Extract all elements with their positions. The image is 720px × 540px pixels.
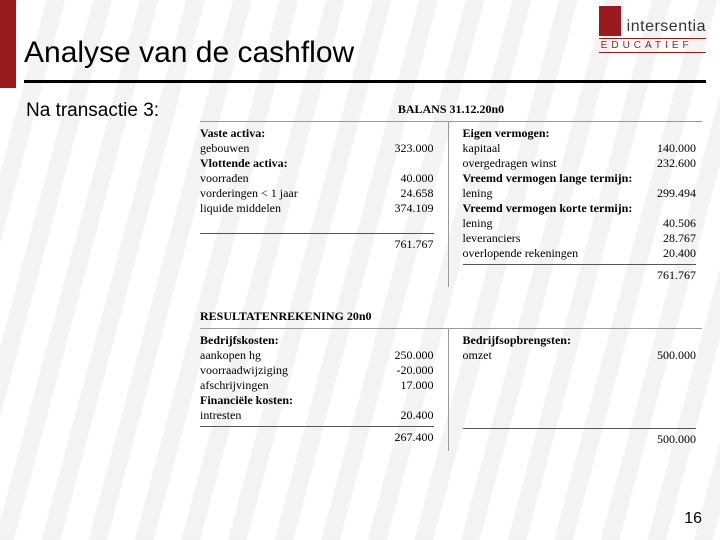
row-value: 20.400 <box>626 246 696 261</box>
long-liab-head: Vreemd vermogen lange termijn: <box>463 171 697 186</box>
row-label: vorderingen < 1 jaar <box>200 186 298 201</box>
page-title: Analyse van de cashflow <box>24 36 354 70</box>
left-accent-bar <box>0 0 16 88</box>
income-title: RESULTATENREKENING 20n0 <box>200 309 702 324</box>
row-value: 24.658 <box>364 186 434 201</box>
row-value: 374.109 <box>364 201 434 216</box>
logo-brand-text: intersentia <box>627 18 706 36</box>
row-label: gebouwen <box>200 141 249 156</box>
income-costs-col: Bedrijfskosten: aankopen hg 250.000 voor… <box>200 329 449 451</box>
revenue-total-row: 500.000 <box>463 428 697 447</box>
row-label: omzet <box>463 348 492 363</box>
row-value: -20.000 <box>364 363 434 378</box>
row-value: 761.767 <box>364 237 434 252</box>
asset-row: gebouwen 323.000 <box>200 141 434 156</box>
logo-block: intersentia EDUCATIEF <box>599 6 706 53</box>
row-value: 28.767 <box>626 231 696 246</box>
fixed-assets-head: Vaste activa: <box>200 126 434 141</box>
rev-row: omzet 500.000 <box>463 348 697 363</box>
row-label: kapitaal <box>463 141 501 156</box>
cost-row: afschrijvingen 17.000 <box>200 378 434 393</box>
balance-assets-col: Vaste activa: gebouwen 323.000 Vlottende… <box>200 122 449 287</box>
fin-costs-head: Financiële kosten: <box>200 393 434 408</box>
income-revenue-col: Bedrijfsopbrengsten: omzet 500.000 500.0… <box>449 329 703 451</box>
row-value: 500.000 <box>626 348 696 363</box>
row-label: afschrijvingen <box>200 378 269 393</box>
short-liab-head: Vreemd vermogen korte termijn: <box>463 201 697 216</box>
balance-liabilities-col: Eigen vermogen: kapitaal 140.000 overged… <box>449 122 703 287</box>
row-value: 20.400 <box>364 408 434 423</box>
asset-row: vorderingen < 1 jaar 24.658 <box>200 186 434 201</box>
logo-sub-text: EDUCATIEF <box>599 38 706 53</box>
row-label: intresten <box>200 408 241 423</box>
balance-columns: Vaste activa: gebouwen 323.000 Vlottende… <box>200 121 702 287</box>
asset-row: voorraden 40.000 <box>200 171 434 186</box>
content-panel: BALANS 31.12.20n0 Vaste activa: gebouwen… <box>200 102 702 451</box>
liab-row: kapitaal 140.000 <box>463 141 697 156</box>
row-value: 761.767 <box>626 268 696 283</box>
op-revenue-head: Bedrijfsopbrengsten: <box>463 333 697 348</box>
asset-row: liquide middelen 374.109 <box>200 201 434 216</box>
row-label: lening <box>463 186 493 201</box>
current-assets-head: Vlottende activa: <box>200 156 434 171</box>
row-label: voorraden <box>200 171 249 186</box>
title-underline <box>24 80 706 83</box>
page-number: 16 <box>684 510 702 528</box>
cost-row: intresten 20.400 <box>200 408 434 423</box>
liab-total-row: 761.767 <box>463 264 697 283</box>
row-value: 232.600 <box>626 156 696 171</box>
income-columns: Bedrijfskosten: aankopen hg 250.000 voor… <box>200 328 702 451</box>
row-label: overgedragen winst <box>463 156 557 171</box>
logo-square-icon <box>599 6 621 36</box>
assets-total-row: 761.767 <box>200 233 434 252</box>
row-value: 140.000 <box>626 141 696 156</box>
liab-row: leveranciers 28.767 <box>463 231 697 246</box>
row-value: 323.000 <box>364 141 434 156</box>
subtitle: Na transactie 3: <box>26 100 159 122</box>
balance-title: BALANS 31.12.20n0 <box>200 102 702 117</box>
row-label: overlopende rekeningen <box>463 246 579 261</box>
row-value: 299.494 <box>626 186 696 201</box>
row-label: aankopen hg <box>200 348 261 363</box>
liab-row: lening 299.494 <box>463 186 697 201</box>
income-statement: RESULTATENREKENING 20n0 Bedrijfskosten: … <box>200 309 702 451</box>
op-costs-head: Bedrijfskosten: <box>200 333 434 348</box>
row-value: 500.000 <box>626 432 696 447</box>
liab-row: overlopende rekeningen 20.400 <box>463 246 697 261</box>
row-label: lening <box>463 216 493 231</box>
costs-total-row: 267.400 <box>200 426 434 445</box>
liab-row: lening 40.506 <box>463 216 697 231</box>
row-value: 267.400 <box>364 430 434 445</box>
liab-row: overgedragen winst 232.600 <box>463 156 697 171</box>
row-value: 17.000 <box>364 378 434 393</box>
row-label: voorraadwijziging <box>200 363 288 378</box>
row-label: leveranciers <box>463 231 521 246</box>
row-value: 40.000 <box>364 171 434 186</box>
row-value: 40.506 <box>626 216 696 231</box>
cost-row: aankopen hg 250.000 <box>200 348 434 363</box>
equity-head: Eigen vermogen: <box>463 126 697 141</box>
row-label: liquide middelen <box>200 201 281 216</box>
row-value: 250.000 <box>364 348 434 363</box>
cost-row: voorraadwijziging -20.000 <box>200 363 434 378</box>
